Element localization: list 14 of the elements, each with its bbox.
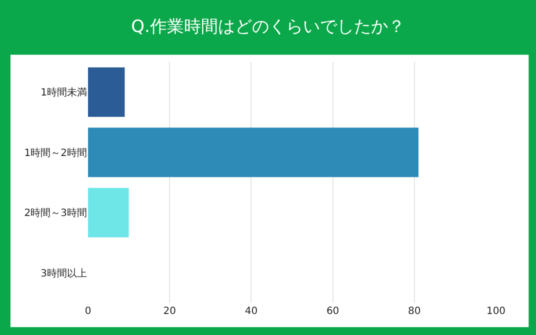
chart-title: Q.作業時間はどのくらいでしたか？ [131, 17, 405, 37]
x-tick-label: 0 [84, 306, 92, 317]
bar [88, 67, 125, 117]
y-tick-label: 1時間～2時間 [24, 146, 87, 159]
bar [88, 188, 129, 238]
x-tick-label: 100 [486, 306, 506, 317]
x-tick-label: 20 [163, 306, 176, 317]
x-tick-label: 60 [326, 306, 340, 317]
x-tick-label: 80 [408, 306, 421, 317]
y-tick-label: 2時間～3時間 [24, 207, 87, 220]
y-tick-label: 1時間未満 [40, 86, 87, 99]
y-tick-label: 3時間以上 [40, 267, 87, 280]
x-tick-label: 40 [244, 306, 258, 317]
bar [88, 128, 418, 178]
